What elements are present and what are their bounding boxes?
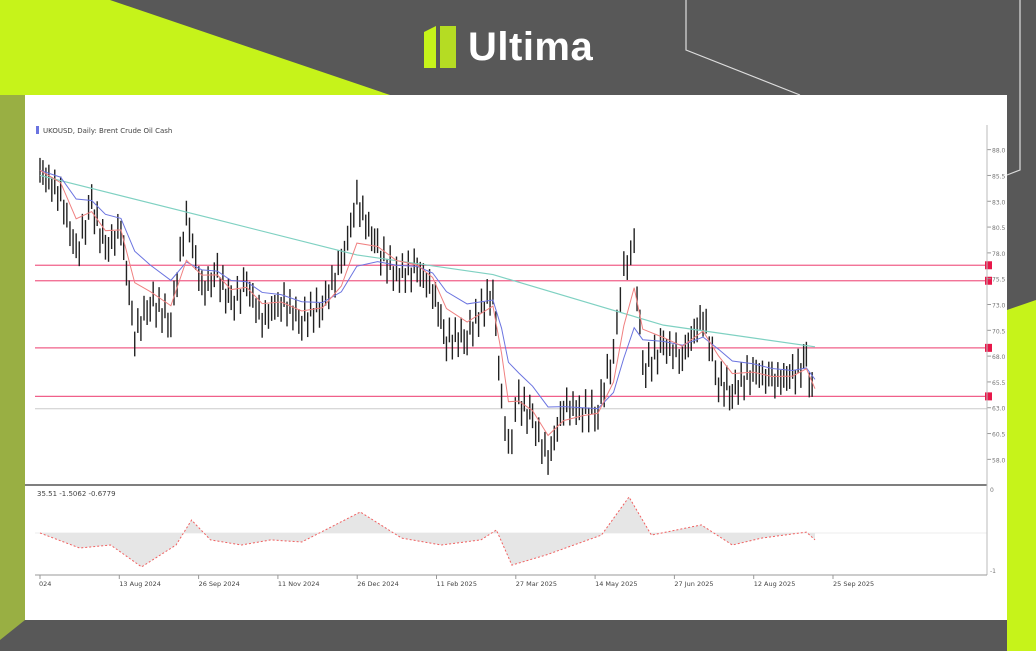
price-chart: UKOUSD, Daily: Brent Crude Oil Cash 88.0…: [25, 125, 1006, 588]
oscillator-histogram: [40, 497, 815, 567]
ultima-logo: Ultima: [422, 24, 593, 70]
fast-moving-average: [39, 169, 816, 437]
level-price-tag: [985, 276, 992, 285]
mid-moving-average: [39, 169, 816, 410]
level-price-tag: [985, 343, 992, 352]
x-tick-label: 024: [39, 580, 51, 588]
lime-band-bottom: [0, 95, 25, 640]
y-tick-label: 78.0: [992, 251, 1006, 258]
y-tick-label: 68.0: [992, 354, 1006, 361]
y-tick-label: 73.0: [992, 303, 1006, 310]
y-tick-label: 65.5: [992, 380, 1006, 387]
chart-panel: UKOUSD, Daily: Brent Crude Oil Cash 88.0…: [25, 95, 1007, 620]
y-tick-label: 60.5: [992, 432, 1006, 439]
ultima-logo-icon: [424, 26, 456, 68]
x-tick-label: 14 May 2025: [595, 580, 637, 588]
y-tick-label: 70.5: [992, 328, 1006, 335]
y-tick-label: 63.0: [992, 406, 1006, 413]
y-tick-label: 85.5: [992, 173, 1006, 180]
x-tick-label: 27 Jun 2025: [674, 580, 713, 588]
lime-diagonal-top: [0, 0, 390, 95]
y-tick-label: 58.0: [992, 457, 1006, 464]
x-tick-label: 26 Dec 2024: [357, 580, 399, 588]
oscillator-tick-label: -1: [990, 568, 996, 575]
y-tick-label: 80.5: [992, 225, 1006, 232]
y-tick-label: 75.5: [992, 277, 1006, 284]
y-tick-label: 88.0: [992, 148, 1006, 155]
oscillator-tick-label: 0: [990, 487, 994, 494]
x-tick-label: 11 Feb 2025: [437, 580, 477, 588]
oscillator-line: [39, 496, 816, 568]
x-tick-label: 11 Nov 2024: [278, 580, 320, 588]
x-tick-label: 26 Sep 2024: [199, 580, 240, 588]
y-tick-label: 83.0: [992, 199, 1006, 206]
long-moving-average: [39, 174, 816, 348]
brand-name: Ultima: [468, 25, 594, 69]
x-tick-label: 12 Aug 2025: [754, 580, 796, 588]
title-marker: [36, 126, 39, 134]
oscillator-label: 35.51 -1.5062 -0.6779: [37, 490, 116, 498]
level-price-tag: [985, 392, 992, 401]
outline-decoration-right: [1006, 0, 1021, 176]
lime-right: [1007, 300, 1036, 651]
chart-title: UKOUSD, Daily: Brent Crude Oil Cash: [43, 127, 172, 135]
level-price-tag: [985, 261, 992, 270]
x-tick-label: 13 Aug 2024: [119, 580, 161, 588]
outline-decoration: [685, 0, 801, 96]
x-tick-label: 27 Mar 2025: [516, 580, 557, 588]
x-tick-label: 25 Sep 2025: [833, 580, 874, 588]
